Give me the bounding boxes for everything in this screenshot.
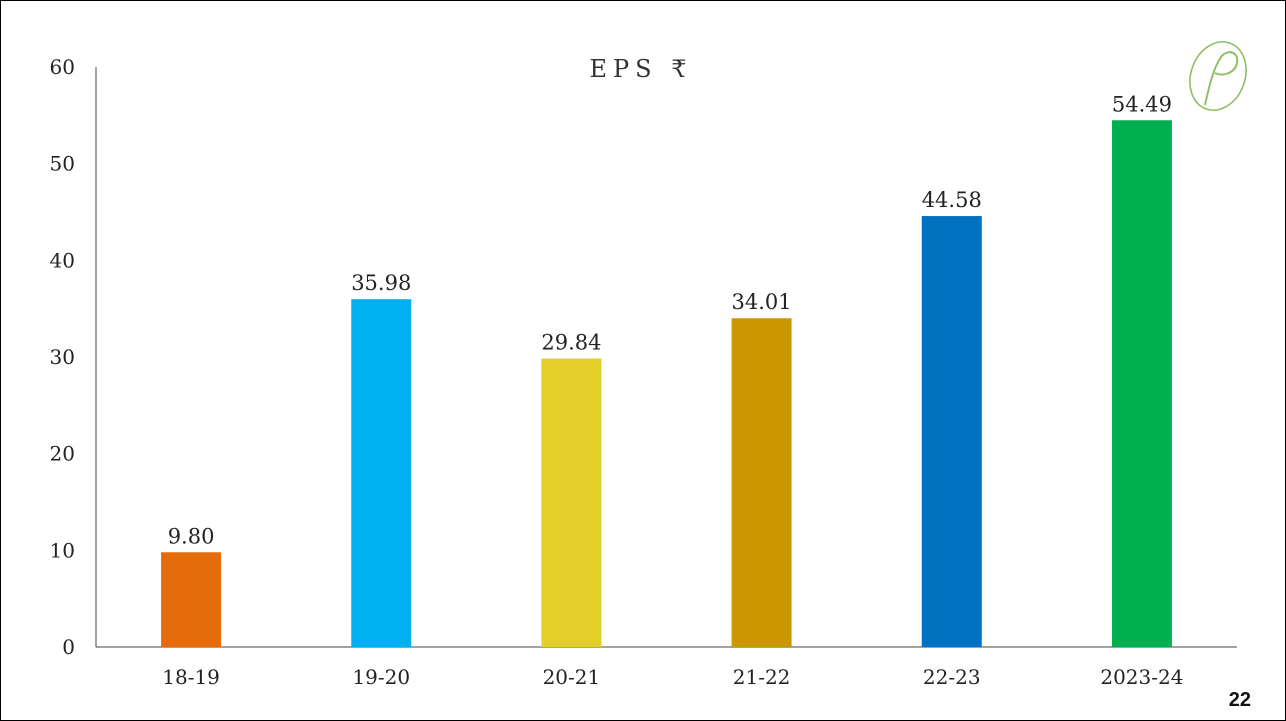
bar-18-19 [161, 552, 222, 647]
bar-2023-24 [1111, 120, 1172, 648]
bar-20-21 [541, 358, 602, 647]
y-tick-label: 30 [50, 345, 75, 369]
bar-22-23 [921, 216, 982, 647]
page-number: 22 [1228, 689, 1251, 711]
data-label-22-23: 44.58 [922, 188, 982, 212]
x-tick-labels: 18-19 19-20 20-21 21-22 22-23 2023-24 [162, 665, 1183, 689]
y-tick-label: 60 [50, 55, 75, 79]
data-label-21-22: 34.01 [732, 290, 792, 314]
data-label-18-19: 9.80 [168, 524, 215, 548]
leaf-p-logo-icon [1187, 37, 1249, 119]
bar-19-20 [351, 299, 412, 647]
data-label-19-20: 35.98 [351, 271, 411, 295]
bar-21-22 [731, 318, 792, 647]
data-label-2023-24: 54.49 [1112, 92, 1172, 116]
y-tick-label: 0 [62, 635, 75, 659]
x-tick-label-20-21: 20-21 [543, 665, 601, 689]
x-tick-label-22-23: 22-23 [923, 665, 981, 689]
y-tick-label: 10 [50, 538, 75, 562]
x-tick-label-18-19: 18-19 [162, 665, 220, 689]
bars [161, 120, 1172, 648]
x-tick-label-21-22: 21-22 [733, 665, 791, 689]
y-tick-label: 40 [50, 248, 75, 272]
x-tick-label-19-20: 19-20 [352, 665, 410, 689]
data-labels: 9.80 35.98 29.84 34.01 44.58 54.49 [168, 92, 1172, 548]
y-tick-labels: 0 10 20 30 40 50 60 [50, 55, 75, 659]
chart-title: EPS ₹ [589, 55, 692, 83]
y-tick-label: 50 [50, 152, 75, 176]
x-tick-label-2023-24: 2023-24 [1100, 665, 1183, 689]
data-label-20-21: 29.84 [541, 331, 601, 355]
y-tick-label: 20 [50, 442, 75, 466]
